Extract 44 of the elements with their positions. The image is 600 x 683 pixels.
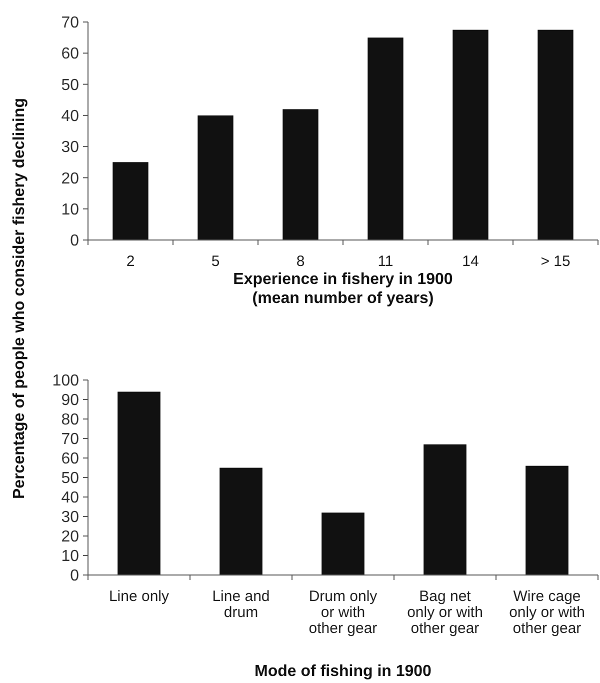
y-tick-label: 30 xyxy=(61,139,80,156)
bar xyxy=(112,162,148,240)
x-tick-label: Line and drum xyxy=(212,588,270,621)
y-tick-label: 30 xyxy=(61,509,80,526)
bar xyxy=(452,30,488,240)
bar xyxy=(526,466,568,575)
x-axis-title: Mode of fishing in 1900 xyxy=(254,663,432,680)
y-tick-label: 50 xyxy=(61,470,80,488)
y-tick-label: 10 xyxy=(61,548,80,566)
bar xyxy=(322,512,364,575)
x-axis-title: Experience in fishery in 1900 (mean number of years) xyxy=(233,271,453,307)
y-tick-label: 0 xyxy=(70,232,80,250)
y-tick-label: 20 xyxy=(61,170,80,188)
y-tick-label: 10 xyxy=(61,201,80,218)
x-tick-label: Wire cage only or with other gear xyxy=(509,588,585,637)
y-tick-label: 100 xyxy=(52,372,80,390)
x-tick-label: 2 xyxy=(126,253,135,270)
x-tick-label: 11 xyxy=(378,253,394,270)
x-tick-label: Line only xyxy=(108,588,170,605)
y-tick-label: 60 xyxy=(61,450,80,468)
bar xyxy=(198,115,234,240)
y-tick-label: 40 xyxy=(61,490,80,507)
y-axis-title: Percentage of people who consider fishery declining xyxy=(11,98,28,499)
x-tick-label: 14 xyxy=(462,253,479,270)
y-tick-label: 40 xyxy=(61,108,80,126)
y-tick-label: 70 xyxy=(61,14,80,32)
y-tick-label: 50 xyxy=(61,76,80,94)
bar xyxy=(368,38,404,240)
x-tick-label: 5 xyxy=(211,253,220,270)
bar xyxy=(538,30,574,240)
bar xyxy=(424,444,466,575)
y-tick-label: 90 xyxy=(61,392,80,410)
x-tick-label: > 15 xyxy=(540,253,570,270)
y-tick-label: 60 xyxy=(61,46,80,63)
y-tick-label: 80 xyxy=(61,412,80,429)
x-tick-label: Drum only or with other gear xyxy=(308,588,378,637)
bar xyxy=(118,392,160,575)
bar xyxy=(282,109,318,240)
x-tick-label: 8 xyxy=(296,253,305,270)
y-tick-label: 20 xyxy=(61,528,80,546)
y-tick-label: 70 xyxy=(61,431,80,448)
y-tick-label: 0 xyxy=(70,568,80,585)
x-tick-label: Bag net only or with other gear xyxy=(407,588,483,637)
bar xyxy=(220,468,262,575)
